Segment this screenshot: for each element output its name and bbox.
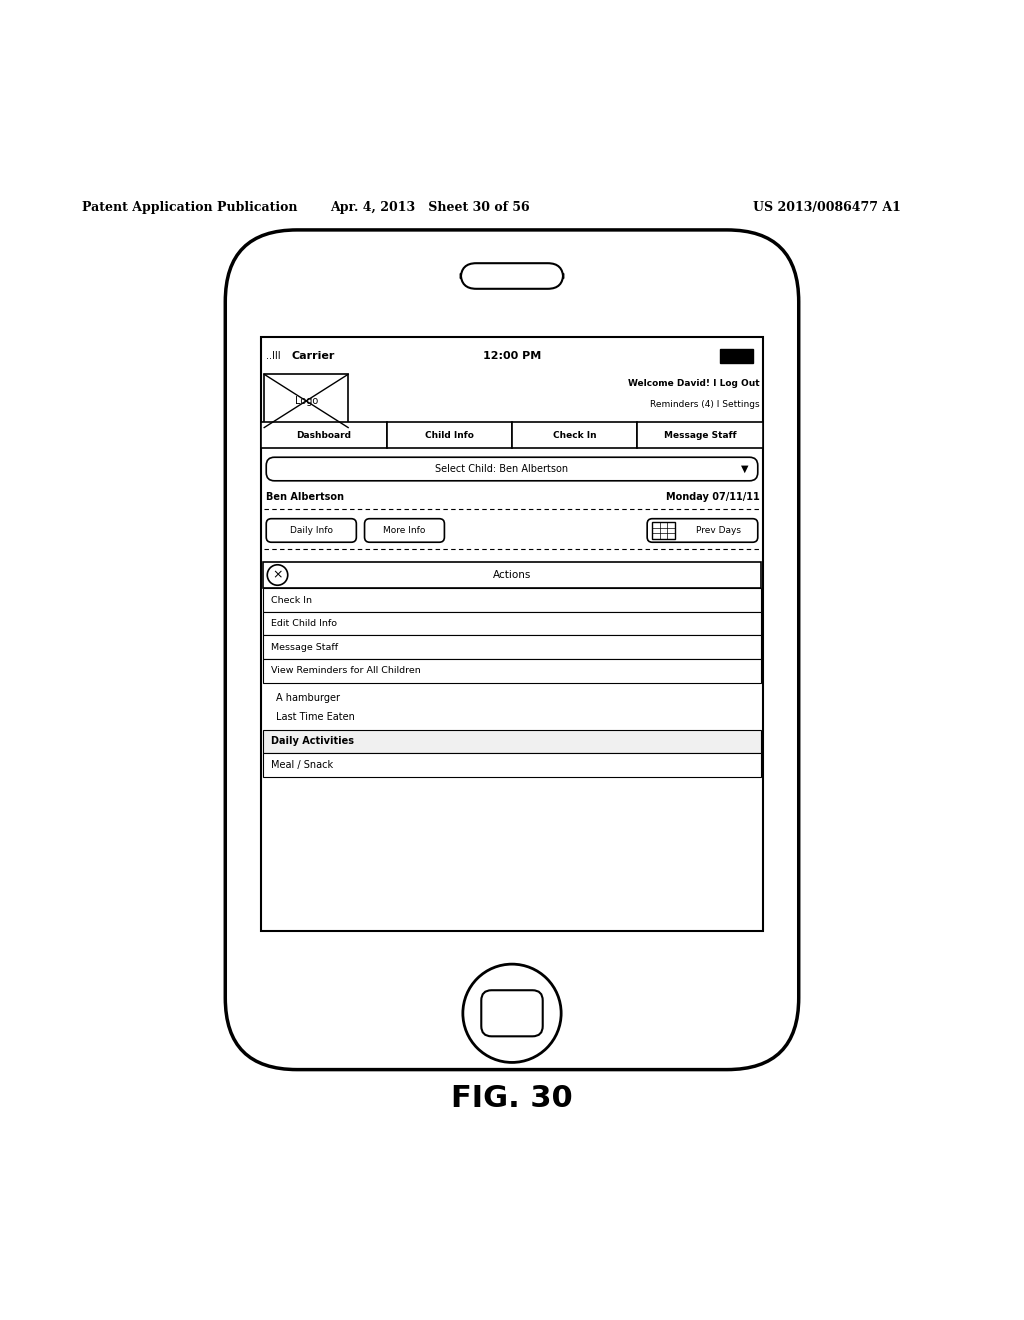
Bar [264, 375, 348, 428]
Bar [263, 754, 761, 776]
Text: Daily Activities: Daily Activities [271, 737, 354, 746]
Text: FIG. 30: FIG. 30 [452, 1084, 572, 1113]
Text: Reminders (4) I Settings: Reminders (4) I Settings [650, 400, 760, 409]
Text: Prev Days: Prev Days [696, 525, 741, 535]
Bar [637, 422, 763, 447]
Bar [720, 348, 753, 363]
Text: Actions: Actions [493, 570, 531, 579]
Text: Select Child: Ben Albertson: Select Child: Ben Albertson [435, 465, 568, 474]
Text: Check In: Check In [553, 430, 597, 440]
Bar [263, 730, 761, 754]
Text: US 2013/0086477 A1: US 2013/0086477 A1 [754, 201, 901, 214]
Text: 12:00 PM: 12:00 PM [483, 351, 541, 360]
Text: Last Time Eaten: Last Time Eaten [276, 713, 355, 722]
FancyBboxPatch shape [365, 519, 444, 543]
Text: Welcome David! I Log Out: Welcome David! I Log Out [628, 379, 760, 388]
Text: Meal / Snack: Meal / Snack [271, 760, 334, 770]
Bar [263, 659, 761, 682]
Bar [263, 635, 761, 659]
Bar [263, 612, 761, 635]
Text: Message Staff: Message Staff [271, 643, 339, 652]
FancyBboxPatch shape [225, 230, 799, 1069]
Bar [387, 422, 512, 447]
Text: A hamburger: A hamburger [276, 693, 340, 702]
Bar [512, 422, 637, 447]
Bar [261, 422, 387, 447]
Text: Ben Albertson: Ben Albertson [266, 492, 344, 502]
Text: ..III: ..III [266, 351, 281, 360]
Text: 06:15am: 06:15am [276, 731, 319, 742]
FancyBboxPatch shape [266, 519, 356, 543]
Text: Daily Info: Daily Info [290, 525, 333, 535]
Text: Child Info: Child Info [425, 430, 474, 440]
Bar [652, 521, 675, 539]
Bar [261, 338, 763, 932]
Circle shape [463, 964, 561, 1063]
FancyBboxPatch shape [461, 263, 563, 289]
Bar [263, 562, 761, 589]
Text: Logo: Logo [295, 396, 317, 407]
FancyBboxPatch shape [481, 990, 543, 1036]
Text: View Reminders for All Children: View Reminders for All Children [271, 667, 421, 676]
Text: ▼: ▼ [740, 465, 749, 474]
FancyBboxPatch shape [266, 457, 758, 480]
Text: Carrier: Carrier [292, 351, 335, 360]
Bar [263, 589, 761, 612]
Text: Message Staff: Message Staff [664, 430, 736, 440]
Text: Check In: Check In [271, 595, 312, 605]
Text: Apr. 4, 2013   Sheet 30 of 56: Apr. 4, 2013 Sheet 30 of 56 [331, 201, 529, 214]
Text: Edit Child Info: Edit Child Info [271, 619, 337, 628]
Text: ×: × [272, 569, 283, 582]
Text: More Info: More Info [383, 525, 426, 535]
FancyBboxPatch shape [647, 519, 758, 543]
Text: Dashboard: Dashboard [296, 430, 351, 440]
Circle shape [267, 565, 288, 585]
Text: Patent Application Publication: Patent Application Publication [82, 201, 297, 214]
Text: Monday 07/11/11: Monday 07/11/11 [666, 492, 760, 502]
